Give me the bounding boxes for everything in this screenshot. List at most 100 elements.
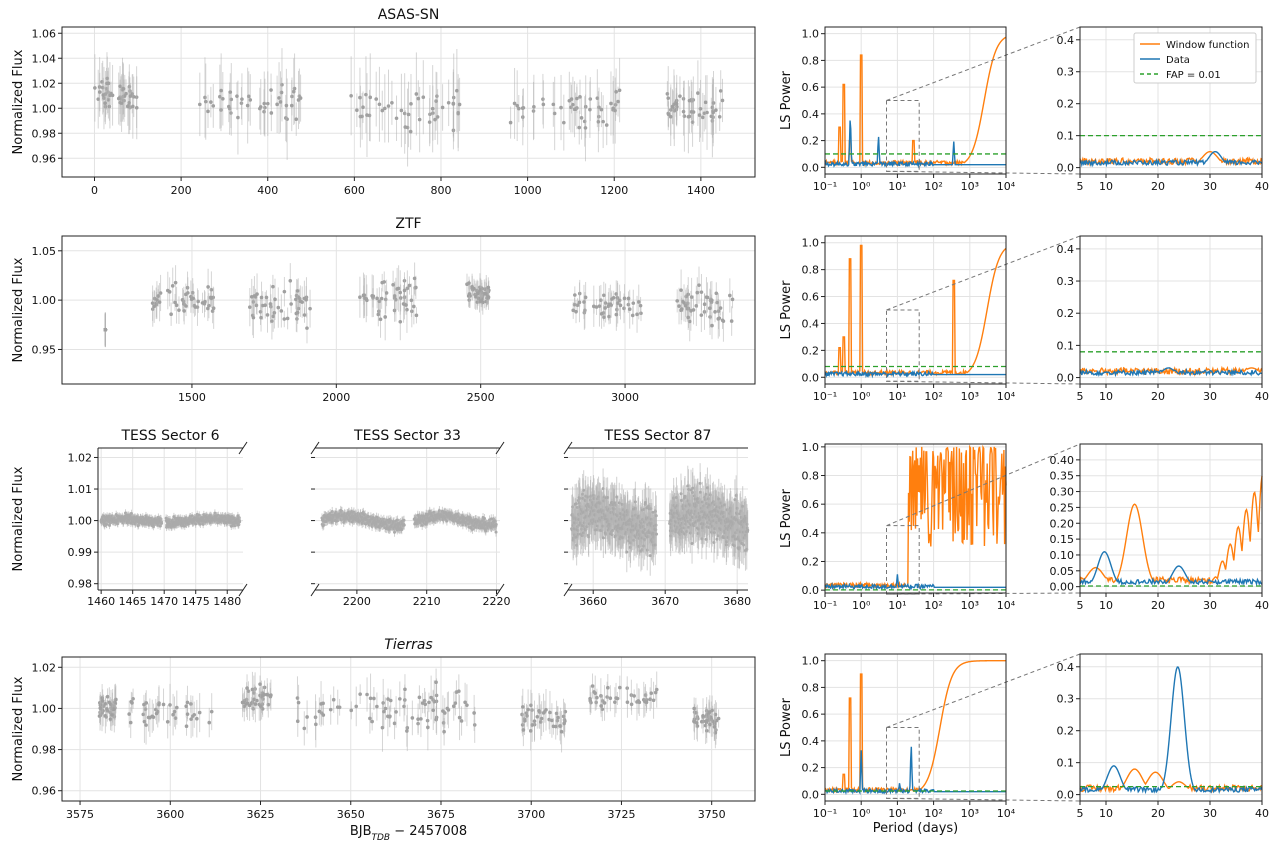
data-point <box>392 308 397 313</box>
data-point <box>551 102 556 107</box>
x-tick-label: 3750 <box>698 808 726 821</box>
data-point <box>427 120 432 124</box>
data-point <box>708 722 712 727</box>
data-point <box>209 287 214 292</box>
data-point <box>407 283 412 288</box>
data-point <box>295 310 300 315</box>
data-point <box>682 301 686 305</box>
data-point <box>265 101 270 106</box>
data-point <box>529 703 533 708</box>
data-point <box>190 514 194 518</box>
data-point <box>575 96 579 101</box>
data-point <box>358 295 362 300</box>
x-tick-label: 2500 <box>467 391 495 404</box>
data-point <box>193 305 198 309</box>
data-point <box>408 129 413 134</box>
data-point <box>604 123 609 127</box>
data-point <box>195 716 199 721</box>
data-point <box>305 715 309 719</box>
data-point <box>416 717 420 721</box>
data-point <box>593 691 598 695</box>
data-point <box>537 708 541 713</box>
data-point <box>105 694 110 699</box>
x-tick-label: 3680 <box>723 595 751 608</box>
data-point <box>184 724 189 729</box>
data-point <box>559 729 564 734</box>
data-point <box>262 692 267 697</box>
data-point <box>692 706 696 711</box>
data-point <box>375 296 379 301</box>
data-point <box>643 699 647 704</box>
data-point <box>258 682 262 686</box>
data-point <box>602 315 606 320</box>
data-point <box>337 705 342 710</box>
data-point <box>321 701 325 706</box>
data-point <box>697 283 701 287</box>
data-point <box>626 296 631 301</box>
data-point <box>635 312 639 317</box>
x-tick-label: 600 <box>344 184 365 197</box>
y-tick-label: 1.06 <box>32 27 57 40</box>
data-point <box>402 523 406 527</box>
data-point <box>577 300 582 305</box>
x-tick-label: 400 <box>257 184 278 197</box>
data-point <box>609 101 613 106</box>
y-tick-label: 1.00 <box>32 294 57 307</box>
data-point <box>377 102 382 107</box>
data-point <box>103 327 108 332</box>
data-point <box>602 293 606 298</box>
data-point <box>467 292 472 296</box>
y-tick-label: 0.98 <box>32 127 57 140</box>
data-point <box>358 95 362 100</box>
x-tick-label: 1480 <box>213 595 241 608</box>
y-axis-label: Normalized Flux <box>11 257 26 362</box>
y-axis-label: Normalized Flux <box>11 676 26 781</box>
data-point <box>553 724 558 729</box>
data-point <box>457 689 461 694</box>
data-point <box>248 305 252 309</box>
data-point <box>284 103 289 108</box>
data-point <box>412 304 416 309</box>
data-point <box>182 309 186 313</box>
break-mark <box>495 441 505 455</box>
data-point <box>289 302 293 306</box>
data-point <box>465 703 469 707</box>
data-point <box>361 293 366 298</box>
data-point <box>173 300 177 305</box>
data-points <box>570 463 750 576</box>
data-point <box>221 96 225 101</box>
data-point <box>532 105 536 109</box>
data-point <box>556 715 560 720</box>
data-point <box>255 698 259 703</box>
data-point <box>562 120 566 125</box>
data-point <box>365 692 369 697</box>
data-point <box>376 312 381 317</box>
x-tick-label: 1475 <box>182 595 210 608</box>
break-mark <box>238 583 248 597</box>
data-point <box>539 716 544 721</box>
data-point <box>296 700 301 705</box>
data-point <box>247 703 252 708</box>
data-point <box>695 290 700 295</box>
data-point <box>165 720 170 724</box>
data-point <box>479 299 483 303</box>
data-point <box>467 281 471 285</box>
data-point <box>714 108 718 112</box>
data-point <box>530 723 534 727</box>
y-tick-label: 0.96 <box>32 785 57 798</box>
y-tick-label: 1.02 <box>68 451 93 464</box>
data-point <box>198 102 202 107</box>
data-point <box>349 93 353 98</box>
y-tick-label: 0.98 <box>68 578 93 591</box>
data-point <box>174 303 179 308</box>
data-point <box>679 307 684 311</box>
data-point <box>614 89 618 94</box>
x-tick-label: 3675 <box>427 808 455 821</box>
data-point <box>521 705 525 709</box>
data-point <box>704 719 709 723</box>
data-point <box>614 312 619 317</box>
data-point <box>150 301 155 305</box>
data-point <box>277 96 281 100</box>
data-point <box>403 125 408 129</box>
